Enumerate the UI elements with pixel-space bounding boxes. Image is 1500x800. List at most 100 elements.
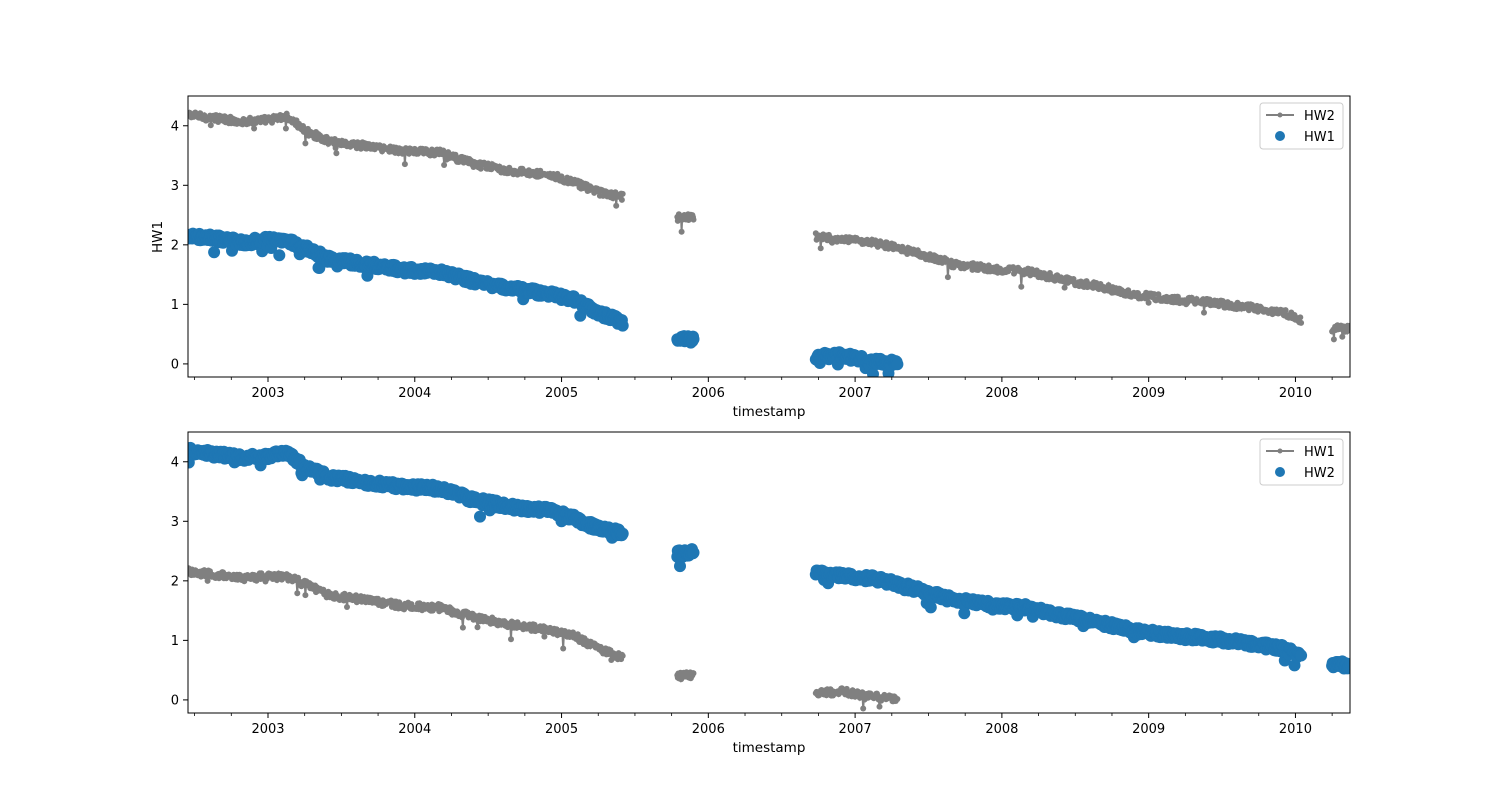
top-chart-hw2-point — [1298, 319, 1305, 326]
top-chart-hw2-point — [613, 202, 620, 209]
top-chart-y-axis-label: HW1 — [150, 221, 166, 253]
top-chart-x-tick-label: 2009 — [1132, 386, 1165, 401]
top-chart-hw2-point — [282, 125, 289, 132]
top-chart-series-hw2 — [188, 109, 1350, 343]
bottom-chart-hw1-point — [204, 577, 211, 584]
top-chart-series-hw1 — [188, 227, 904, 377]
top-chart-x-tick-label: 2006 — [692, 386, 725, 401]
top-chart-hw1-point — [208, 246, 221, 259]
top-chart-y-tick-label: 2 — [171, 238, 179, 253]
top-chart-panel: 2003 2004 2005 2006 2007 2008 2009 2010 0 1 2 3 4 t… — [150, 95, 1351, 420]
bottom-chart-x-tick-label: 2008 — [985, 722, 1018, 737]
bottom-chart-legend-line-marker — [1277, 448, 1283, 454]
bottom-chart-y-tick-label: 2 — [171, 574, 179, 589]
top-chart-y-tick-label: 1 — [171, 298, 179, 313]
bottom-chart-hw1-point — [894, 696, 901, 702]
bottom-chart-hw1-point — [294, 590, 301, 597]
bottom-chart-hw2-point — [474, 510, 486, 523]
bottom-chart-hw1-point — [876, 703, 883, 710]
bottom-chart-y-axis: 0 1 2 3 4 — [171, 455, 188, 708]
top-chart-x-tick-label: 2005 — [545, 386, 578, 401]
bottom-chart-legend: HW1 HW2 — [1259, 438, 1344, 486]
top-chart-y-tick-label: 3 — [171, 179, 179, 194]
top-chart-x-tick-label: 2004 — [398, 386, 431, 401]
bottom-chart-hw1-point — [860, 705, 867, 712]
bottom-chart-y-tick-label: 1 — [171, 634, 179, 649]
top-chart-hw1-point — [891, 358, 904, 371]
top-chart-hw2-point — [302, 140, 309, 147]
top-chart-legend-label-2: HW1 — [1304, 130, 1335, 145]
top-chart-hw2-point — [944, 274, 951, 281]
bottom-chart-hw1-point — [459, 624, 466, 631]
bottom-chart-hw1-point — [320, 586, 327, 593]
bottom-chart-hw1-point — [690, 670, 697, 677]
bottom-chart-x-tick-label: 2010 — [1279, 722, 1312, 737]
top-chart-y-tick-label: 0 — [171, 357, 179, 372]
bottom-chart-hw1-point — [474, 624, 481, 631]
top-chart-hw1-point — [687, 333, 700, 346]
top-chart-hw2-point — [207, 122, 214, 129]
bottom-chart-hw1-point — [302, 592, 309, 599]
bottom-chart-hw1-point — [560, 645, 567, 652]
bottom-chart-hw2-point — [958, 607, 971, 620]
top-chart-hw2-point — [332, 145, 339, 151]
bottom-chart-legend-label-1: HW1 — [1304, 445, 1335, 460]
top-chart-hw1-point — [616, 319, 629, 332]
bottom-chart-series-hw1 — [188, 564, 901, 712]
top-chart-hw2-point — [1018, 283, 1025, 290]
top-chart-legend-scatter-marker — [1275, 131, 1285, 141]
top-chart-legend-line-marker — [1277, 112, 1283, 118]
bottom-chart-hw1-point — [344, 604, 350, 610]
top-chart-hw1-point — [273, 249, 286, 262]
bottom-chart-panel: 2003 2004 2005 2006 2007 2008 2009 2010 0 1 2 3 4 t… — [171, 431, 1351, 756]
bottom-chart-x-tick-label: 2007 — [839, 722, 872, 737]
top-chart-hw2-point — [1297, 314, 1304, 321]
bottom-chart-x-axis-label: timestamp — [733, 740, 806, 756]
bottom-chart-hw2-point — [1295, 649, 1308, 662]
bottom-chart-hw1-point — [508, 636, 514, 643]
top-chart-hw2-point — [441, 162, 448, 168]
bottom-chart-x-tick-label: 2004 — [398, 722, 431, 737]
bottom-chart-x-tick-label: 2005 — [545, 722, 578, 737]
top-chart-legend: HW2 HW1 — [1259, 102, 1344, 150]
top-chart-hw2-point — [1201, 309, 1207, 316]
top-chart-hw2-point — [817, 245, 824, 252]
top-chart-hw2-point — [333, 150, 340, 157]
bottom-chart-x-tick-label: 2006 — [692, 722, 725, 737]
bottom-chart-hw2-point — [924, 601, 937, 614]
bottom-chart-hw2-point — [687, 546, 700, 559]
top-chart-x-tick-label: 2007 — [839, 386, 872, 401]
top-chart-y-tick-label: 4 — [171, 119, 179, 134]
bottom-chart-y-tick-label: 3 — [171, 515, 179, 530]
bottom-chart-y-tick-label: 0 — [171, 693, 179, 708]
top-chart-hw2-point — [452, 151, 459, 158]
top-chart-hw2-point — [678, 228, 685, 235]
top-chart-hw2-point — [980, 262, 987, 269]
bottom-chart-x-tick-label: 2009 — [1132, 722, 1165, 737]
top-chart-hw2-point — [1061, 284, 1068, 291]
top-chart-x-tick-label: 2010 — [1279, 386, 1312, 401]
top-chart-hw2-point — [690, 216, 697, 223]
bottom-chart-hw2-point — [616, 527, 629, 540]
top-chart-plot-frame — [187, 95, 1351, 378]
top-chart-x-tick-label: 2008 — [985, 386, 1018, 401]
top-chart-hw2-point — [401, 161, 408, 168]
bottom-chart-legend-scatter-marker — [1275, 467, 1285, 477]
top-chart-hw2-point — [1339, 333, 1346, 340]
top-chart-x-axis: 2003 2004 2005 2006 2007 2008 2009 2010 — [194, 377, 1333, 401]
top-chart-hw2-point — [1330, 336, 1337, 343]
bottom-chart-x-axis: 2003 2004 2005 2006 2007 2008 2009 2010 — [194, 713, 1333, 737]
bottom-chart-y-tick-label: 4 — [171, 455, 179, 470]
top-chart-x-tick-label: 2003 — [251, 386, 284, 401]
top-chart-y-axis: 0 1 2 3 4 — [171, 119, 188, 372]
bottom-chart-legend-label-2: HW2 — [1304, 466, 1335, 481]
bottom-chart-hw1-point — [264, 575, 271, 582]
bottom-chart-hw2-point — [1344, 658, 1350, 670]
bottom-chart-hw1-point — [619, 652, 626, 659]
bottom-chart-hw1-point — [541, 633, 548, 640]
top-chart-hw2-point — [1145, 299, 1152, 306]
top-chart-hw2-point — [1347, 322, 1350, 329]
bottom-chart-marks — [188, 441, 1350, 712]
top-chart-legend-label-1: HW2 — [1304, 109, 1335, 124]
